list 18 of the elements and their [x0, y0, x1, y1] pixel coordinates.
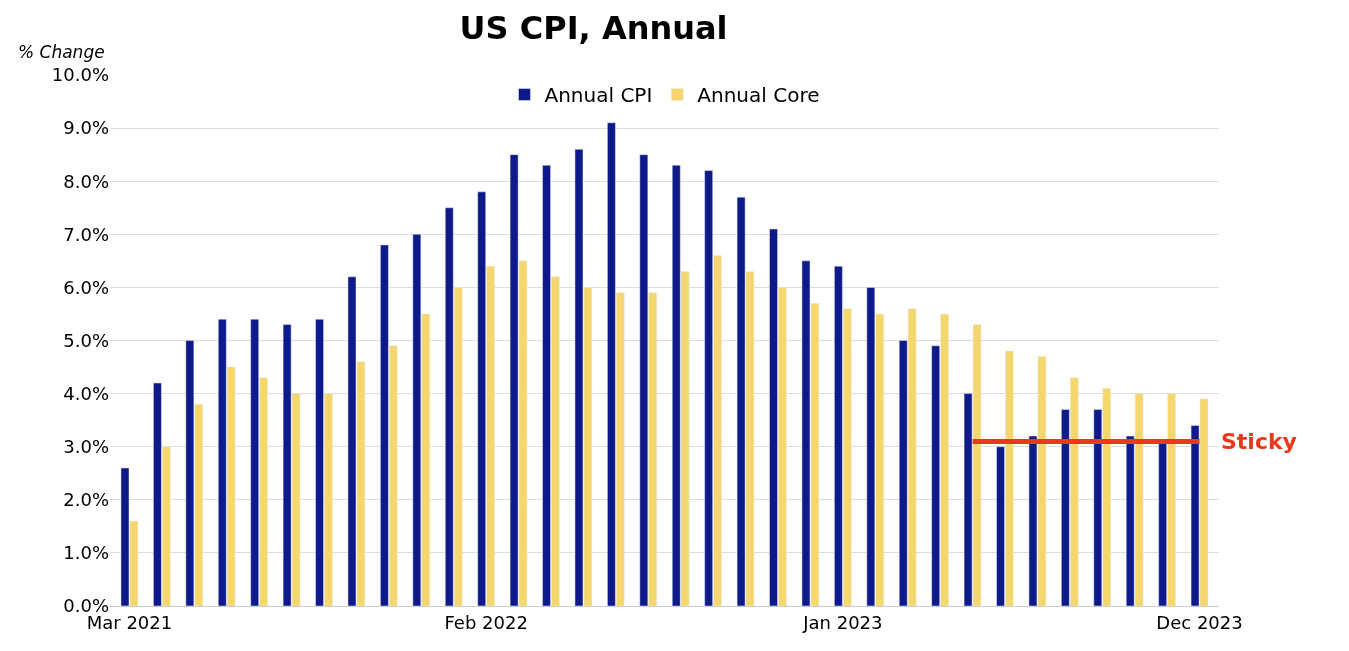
- legend-label: Annual CPI: [544, 83, 653, 108]
- x-tick-label: Jan 2023: [802, 611, 883, 633]
- y-tick-label: 8.0%: [63, 170, 109, 192]
- y-tick-label: 5.0%: [63, 329, 109, 351]
- y-tick-label: 9.0%: [63, 117, 109, 139]
- y-tick-label: 3.0%: [63, 436, 109, 457]
- y-tick-label: 10.0%: [51, 64, 109, 86]
- y-tick-label: 6.0%: [63, 276, 109, 298]
- y-tick-label: 4.0%: [63, 382, 109, 404]
- legend-label: Annual Core: [697, 83, 820, 108]
- y-tick-label: 7.0%: [63, 223, 109, 245]
- y-tick-label: 1.0%: [63, 542, 109, 564]
- x-tick-label: Feb 2022: [444, 611, 528, 633]
- x-tick-label: Dec 2023: [1156, 611, 1243, 633]
- chart-title: US CPI, Annual: [459, 8, 728, 47]
- y-axis-title: % Change: [18, 42, 105, 62]
- series-label: Sticky: [1221, 429, 1297, 454]
- y-tick-label: 2.0%: [63, 489, 109, 511]
